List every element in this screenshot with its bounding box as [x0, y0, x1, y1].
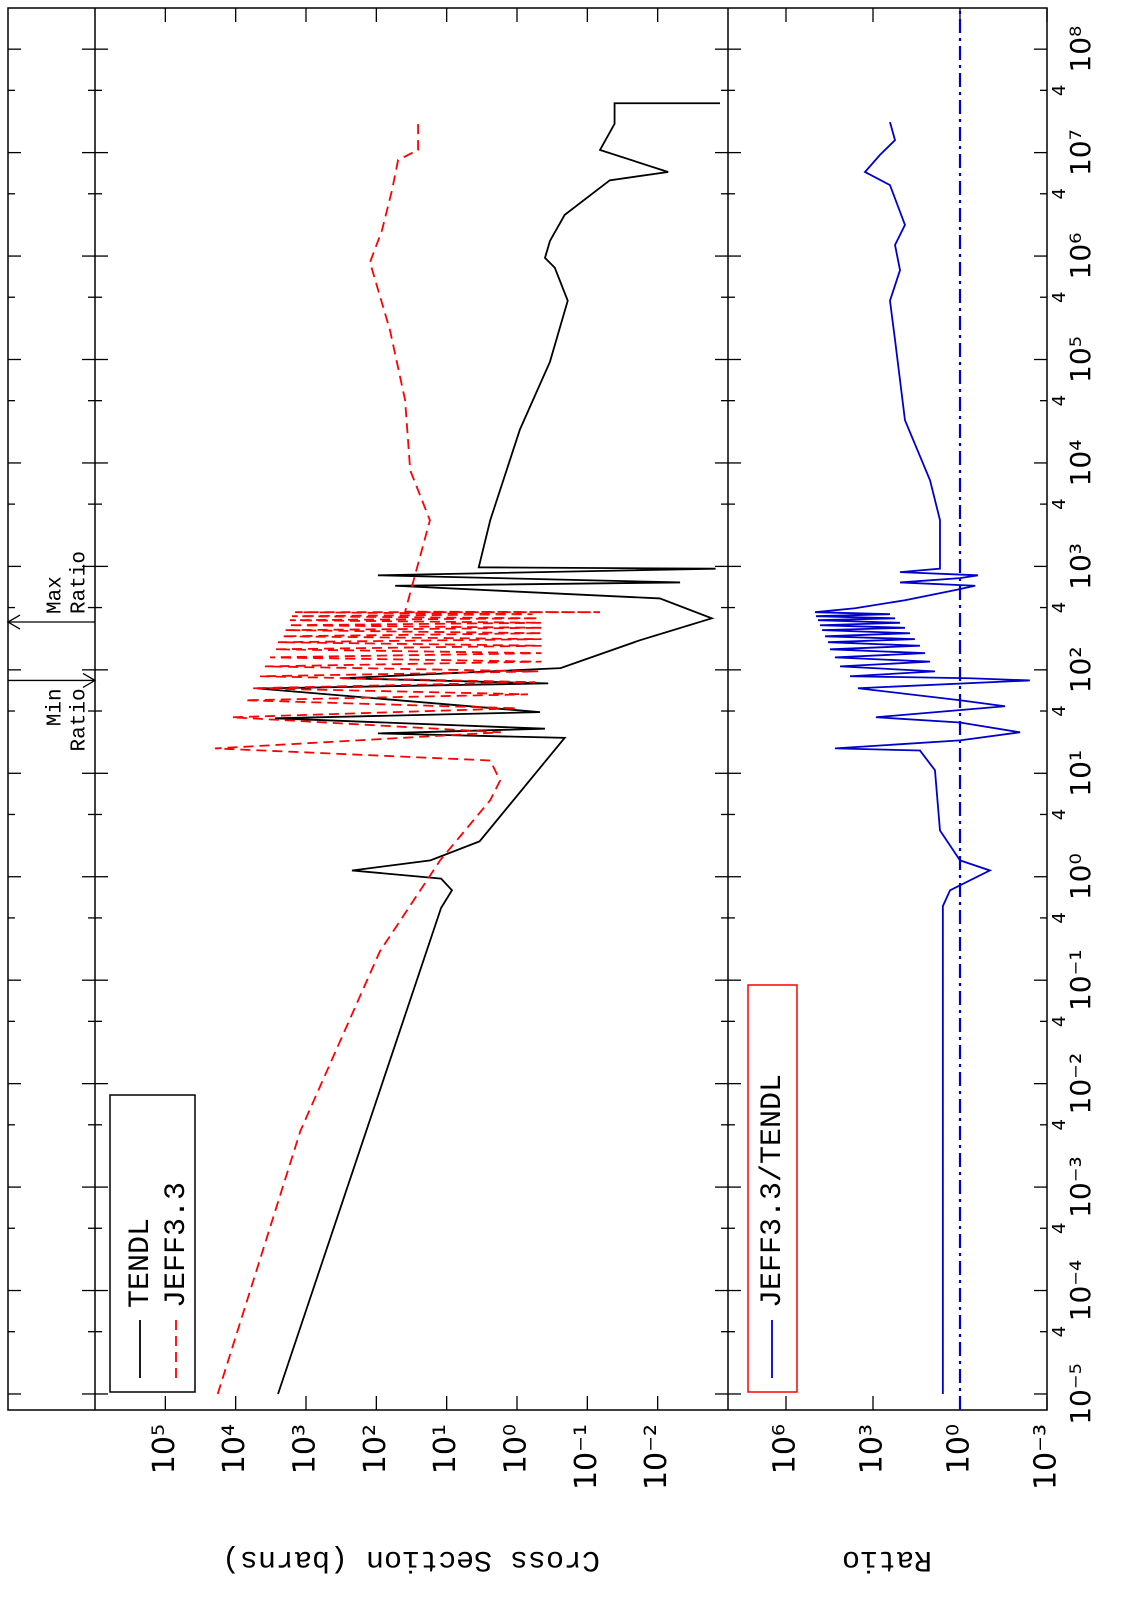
x-tick-label: 4 — [1049, 1326, 1070, 1337]
x-tick-label: 4 — [1049, 1119, 1070, 1130]
y-tick-label: 10³ — [288, 1424, 323, 1474]
annotation-text: Max — [45, 576, 68, 614]
x-tick-label: 4 — [1049, 291, 1070, 302]
y-tick-label: 10⁰ — [499, 1424, 534, 1474]
frame — [7, 7, 1048, 1411]
y-tick-label: 10⁻³ — [1029, 1424, 1064, 1490]
y-tick-label: 10² — [358, 1424, 393, 1474]
series-line — [258, 102, 720, 1395]
x-tick-label: 10⁸ — [1064, 26, 1097, 73]
x-tick-label: 4 — [1049, 188, 1070, 199]
legend-label: JEFF3.3 — [160, 1182, 194, 1308]
legend-label: TENDL — [124, 1218, 158, 1308]
x-tick-label: 4 — [1049, 395, 1070, 406]
x-tick-label: 4 — [1049, 912, 1070, 923]
annotation-arrowhead — [6, 614, 21, 630]
x-tick-label: 4 — [1049, 1016, 1070, 1027]
x-tick-label: 10⁶ — [1064, 233, 1097, 280]
x-tick-label: 10⁻⁴ — [1064, 1260, 1097, 1322]
annotation-text: Ratio — [69, 688, 92, 751]
y-tick-label: 10⁰ — [942, 1424, 977, 1474]
legend-box — [747, 984, 798, 1393]
x-tick-label: 10⁰ — [1064, 853, 1097, 900]
x-tick-label: 10³ — [1064, 543, 1097, 590]
y-axis-title: Ratio — [842, 1542, 932, 1576]
legend-label: JEFF3.3/TENDL — [756, 1074, 790, 1308]
series-line — [814, 121, 1030, 1394]
x-tick-label: 4 — [1049, 602, 1070, 613]
x-tick-label: 4 — [1049, 809, 1070, 820]
x-tick-label: 10⁻⁵ — [1064, 1363, 1097, 1425]
y-tick-label: 10⁶ — [768, 1424, 803, 1474]
series-line — [214, 122, 601, 1395]
x-tick-label: 10⁴ — [1064, 440, 1097, 487]
x-tick-label: 10⁻³ — [1064, 1156, 1097, 1218]
x-tick-label: 4 — [1049, 705, 1070, 716]
y-tick-label: 10³ — [855, 1424, 890, 1474]
y-tick-label: 10¹ — [428, 1424, 463, 1474]
annotation-text: Min — [45, 688, 68, 726]
x-tick-label: 10⁻¹ — [1064, 949, 1097, 1011]
x-tick-label: 4 — [1049, 85, 1070, 96]
x-tick-label: 10⁻² — [1064, 1053, 1097, 1115]
y-axis-title: Cross Section (barns) — [222, 1542, 600, 1576]
plot-rotated: Cross Section (barns) Ratio 10⁻⁵ 4 10⁻⁴ 4 10… — [6, 7, 1097, 1576]
y-tick-label: 10⁴ — [217, 1424, 252, 1474]
y-tick-label: 10⁻² — [639, 1424, 674, 1490]
annotation-text: Ratio — [69, 551, 92, 614]
x-tick-label: 10⁵ — [1064, 336, 1097, 383]
x-tick-label: 4 — [1049, 1223, 1070, 1234]
legend-box — [109, 1094, 196, 1393]
x-tick-label: 10² — [1064, 646, 1097, 693]
x-tick-label: 10⁷ — [1064, 129, 1097, 176]
y-tick-label: 10⁵ — [147, 1424, 182, 1474]
x-tick-label: 4 — [1049, 498, 1070, 509]
annotation-arrowhead — [82, 672, 97, 688]
y-tick-label: 10⁻¹ — [569, 1424, 604, 1490]
x-tick-label: 10¹ — [1064, 750, 1097, 797]
